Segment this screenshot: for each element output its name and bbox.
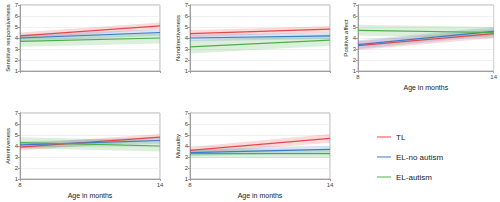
svg-text:1: 1 xyxy=(185,68,189,74)
svg-text:7: 7 xyxy=(15,110,19,116)
svg-text:8: 8 xyxy=(18,182,22,188)
svg-text:Age in months: Age in months xyxy=(238,192,283,200)
svg-text:4: 4 xyxy=(15,35,19,41)
svg-text:7: 7 xyxy=(15,2,19,8)
svg-text:7: 7 xyxy=(185,2,189,8)
svg-text:3: 3 xyxy=(15,46,19,52)
svg-text:6: 6 xyxy=(15,13,19,19)
svg-text:TL: TL xyxy=(396,133,406,142)
svg-text:Attentiveness: Attentiveness xyxy=(5,128,11,164)
svg-text:1: 1 xyxy=(352,68,356,74)
svg-text:6: 6 xyxy=(353,13,357,19)
svg-text:3: 3 xyxy=(185,46,189,52)
svg-text:EL-autism: EL-autism xyxy=(396,173,432,182)
svg-text:4: 4 xyxy=(185,143,189,149)
svg-text:Age in months: Age in months xyxy=(403,84,448,92)
svg-text:EL-no autism: EL-no autism xyxy=(396,153,443,162)
svg-text:1: 1 xyxy=(184,176,188,182)
svg-text:7: 7 xyxy=(185,110,189,116)
svg-text:8: 8 xyxy=(356,74,360,80)
svg-text:3: 3 xyxy=(15,154,19,160)
svg-text:2: 2 xyxy=(15,165,19,171)
svg-text:Age in months: Age in months xyxy=(68,192,113,200)
svg-text:2: 2 xyxy=(15,57,19,63)
svg-text:14: 14 xyxy=(327,182,334,188)
svg-text:6: 6 xyxy=(15,121,19,127)
svg-text:Nondirectiveness: Nondirectiveness xyxy=(175,15,181,61)
svg-text:5: 5 xyxy=(353,24,357,30)
svg-text:5: 5 xyxy=(185,24,189,30)
svg-text:5: 5 xyxy=(185,132,189,138)
svg-text:2: 2 xyxy=(353,57,357,63)
svg-text:4: 4 xyxy=(15,143,19,149)
svg-text:14: 14 xyxy=(490,74,497,80)
svg-text:5: 5 xyxy=(15,132,19,138)
svg-text:3: 3 xyxy=(353,46,357,52)
svg-text:2: 2 xyxy=(185,165,189,171)
svg-text:2: 2 xyxy=(185,57,189,63)
svg-text:1: 1 xyxy=(14,176,18,182)
svg-text:6: 6 xyxy=(185,13,189,19)
svg-text:Mutuality: Mutuality xyxy=(175,134,181,158)
svg-text:14: 14 xyxy=(157,182,164,188)
svg-text:3: 3 xyxy=(185,154,189,160)
svg-text:5: 5 xyxy=(15,24,19,30)
svg-text:Positive affect: Positive affect xyxy=(343,19,349,57)
svg-text:7: 7 xyxy=(353,2,357,8)
svg-text:4: 4 xyxy=(353,35,357,41)
svg-text:1: 1 xyxy=(15,68,19,74)
svg-text:8: 8 xyxy=(188,182,192,188)
svg-text:4: 4 xyxy=(185,35,189,41)
svg-text:Sensitive responsiveness: Sensitive responsiveness xyxy=(5,4,11,72)
svg-text:6: 6 xyxy=(185,121,189,127)
